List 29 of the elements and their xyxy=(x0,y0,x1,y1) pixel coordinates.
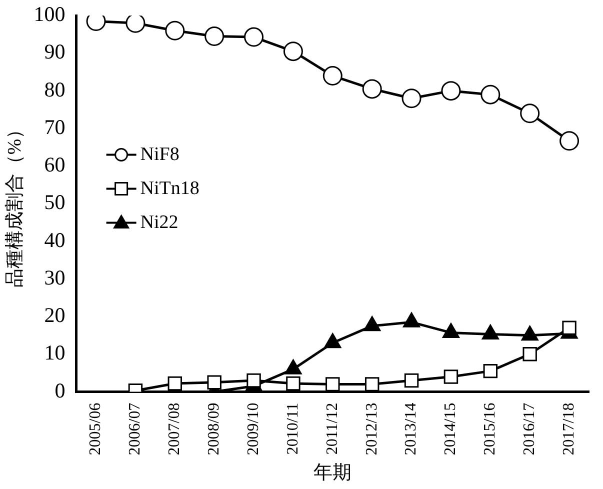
y-tick-label: 60 xyxy=(44,152,66,177)
y-tick-label: 10 xyxy=(44,340,66,365)
x-tick-label: 2013/14 xyxy=(402,402,420,456)
x-tick-label: 2014/15 xyxy=(442,402,460,456)
x-tick-label: 2005/06 xyxy=(87,402,104,456)
x-axis-title: 年期 xyxy=(314,462,352,484)
y-tick-label: 40 xyxy=(44,228,66,252)
x-tick-label: 2017/18 xyxy=(560,402,578,456)
x-tick-label: 2007/08 xyxy=(166,402,184,456)
y-axis-title: 品種構成割合（%） xyxy=(4,120,26,288)
legend-label: NiTn18 xyxy=(140,178,200,199)
y-tick-label: 50 xyxy=(44,190,66,214)
y-tick-label: 0 xyxy=(54,378,66,402)
x-tick-label: 2012/13 xyxy=(363,402,380,456)
x-tick-label: 2010/11 xyxy=(284,402,302,455)
y-tick-label: 30 xyxy=(44,265,66,290)
x-tick-label: 2011/12 xyxy=(324,402,341,455)
y-tick-label: 90 xyxy=(44,40,66,64)
y-tick-label: 20 xyxy=(44,303,66,328)
x-tick-label: 2015/16 xyxy=(482,402,499,456)
x-tick-label: 2008/09 xyxy=(206,402,223,456)
x-tick-label: 2006/07 xyxy=(126,402,144,456)
y-tick-label: 100 xyxy=(34,2,66,26)
x-tick-label: 2016/17 xyxy=(521,402,538,456)
y-tick-label: 80 xyxy=(44,77,66,102)
x-tick-label: 2009/10 xyxy=(244,402,262,456)
y-tick-label: 70 xyxy=(44,114,66,139)
legend-label: NiF8 xyxy=(140,144,180,165)
legend-label: Ni22 xyxy=(140,212,178,233)
